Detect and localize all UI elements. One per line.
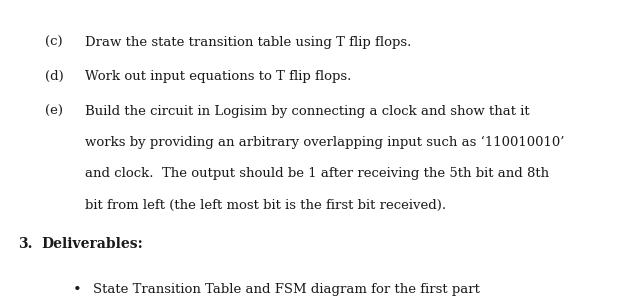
Text: and clock.  The output should be 1 after receiving the 5th bit and 8th: and clock. The output should be 1 after … xyxy=(85,167,550,180)
Text: •: • xyxy=(73,283,81,297)
Text: State Transition Table and FSM diagram for the first part: State Transition Table and FSM diagram f… xyxy=(93,283,480,296)
Text: Draw the state transition table using T flip flops.: Draw the state transition table using T … xyxy=(85,36,411,49)
Text: 3.: 3. xyxy=(18,237,32,251)
Text: Deliverables:: Deliverables: xyxy=(42,237,143,251)
Text: (d): (d) xyxy=(45,70,64,83)
Text: (c): (c) xyxy=(45,36,63,49)
Text: Work out input equations to T flip flops.: Work out input equations to T flip flops… xyxy=(85,70,351,83)
Text: (e): (e) xyxy=(45,105,64,118)
Text: bit from left (the left most bit is the first bit received).: bit from left (the left most bit is the … xyxy=(85,199,446,212)
Text: Build the circuit in Logisim by connecting a clock and show that it: Build the circuit in Logisim by connecti… xyxy=(85,105,530,118)
Text: works by providing an arbitrary overlapping input such as ‘110010010’: works by providing an arbitrary overlapp… xyxy=(85,136,565,149)
